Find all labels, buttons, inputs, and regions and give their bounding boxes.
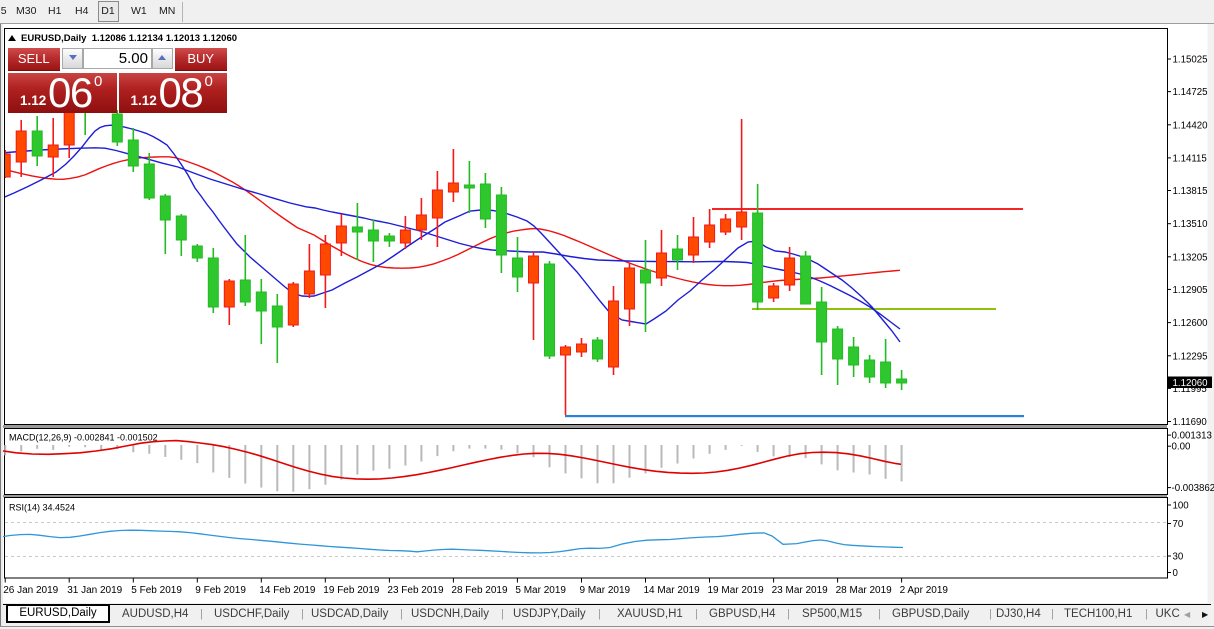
svg-text:-0.003862: -0.003862 (1172, 483, 1214, 494)
svg-text:30: 30 (1173, 552, 1184, 563)
svg-text:14 Mar 2019: 14 Mar 2019 (644, 585, 701, 596)
svg-text:1.12905: 1.12905 (1173, 285, 1208, 296)
svg-text:1.13205: 1.13205 (1173, 252, 1208, 263)
svg-text:1.14725: 1.14725 (1173, 87, 1208, 98)
svg-text:70: 70 (1173, 519, 1184, 530)
svg-text:0: 0 (1173, 568, 1179, 579)
svg-text:0.001313: 0.001313 (1172, 431, 1212, 442)
svg-text:14 Feb 2019: 14 Feb 2019 (259, 585, 316, 596)
svg-text:5 Mar 2019: 5 Mar 2019 (515, 585, 566, 596)
svg-text:23 Feb 2019: 23 Feb 2019 (387, 585, 444, 596)
svg-text:1.12295: 1.12295 (1173, 351, 1208, 362)
svg-text:1.13510: 1.13510 (1173, 219, 1209, 230)
svg-text:MACD(12,26,9) -0.002841 -0.001: MACD(12,26,9) -0.002841 -0.001502 (9, 433, 158, 443)
svg-text:28 Mar 2019: 28 Mar 2019 (836, 585, 893, 596)
svg-text:RSI(14) 34.4524: RSI(14) 34.4524 (9, 503, 75, 513)
svg-text:1.14115: 1.14115 (1173, 153, 1207, 164)
svg-text:19 Feb 2019: 19 Feb 2019 (323, 585, 380, 596)
svg-text:5 Feb 2019: 5 Feb 2019 (131, 585, 182, 596)
svg-text:26 Jan 2019: 26 Jan 2019 (3, 585, 58, 596)
svg-text:28 Feb 2019: 28 Feb 2019 (451, 585, 508, 596)
svg-text:1.11995: 1.11995 (1173, 384, 1207, 395)
svg-text:1.12600: 1.12600 (1173, 318, 1209, 329)
svg-text:100: 100 (1173, 501, 1190, 512)
svg-text:23 Mar 2019: 23 Mar 2019 (772, 585, 829, 596)
svg-text:9 Mar 2019: 9 Mar 2019 (580, 585, 631, 596)
svg-text:1.15025: 1.15025 (1173, 55, 1208, 66)
svg-text:1.14420: 1.14420 (1173, 120, 1209, 131)
svg-text:9 Feb 2019: 9 Feb 2019 (195, 585, 246, 596)
svg-text:1.12060: 1.12060 (1173, 378, 1209, 389)
svg-text:31 Jan 2019: 31 Jan 2019 (67, 585, 122, 596)
svg-text:1.13815: 1.13815 (1173, 186, 1208, 197)
svg-text:0.00: 0.00 (1172, 442, 1191, 453)
svg-text:2 Apr 2019: 2 Apr 2019 (900, 585, 949, 596)
svg-text:19 Mar 2019: 19 Mar 2019 (708, 585, 765, 596)
svg-text:1.11690: 1.11690 (1173, 417, 1208, 428)
